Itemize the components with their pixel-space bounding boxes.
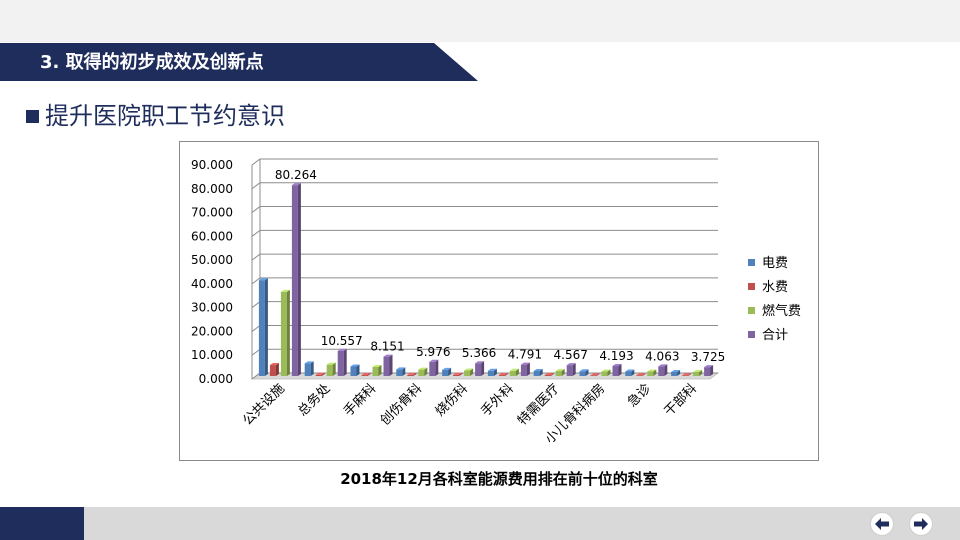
bar-3-10 xyxy=(693,369,703,376)
prev-slide-button[interactable] xyxy=(870,512,894,536)
bar-1-1 xyxy=(258,278,268,376)
data-label: 5.366 xyxy=(462,346,496,360)
x-tick-label: 烧伤科 xyxy=(433,381,471,419)
y-tick-label: 80.000 xyxy=(191,182,233,196)
footer-band xyxy=(0,507,960,540)
slide-title: 3. 取得的初步成效及创新点 xyxy=(40,52,264,73)
bar-1-4 xyxy=(396,367,406,376)
bar-3-7 xyxy=(555,369,565,376)
x-tick-label: 公共设施 xyxy=(240,381,287,428)
y-tick-label: 90.000 xyxy=(191,158,233,172)
bar-2-5 xyxy=(453,372,463,376)
y-tick-label: 60.000 xyxy=(191,229,233,243)
bar-4-8 xyxy=(612,364,622,376)
data-label: 4.791 xyxy=(508,348,542,362)
y-tick-label: 70.000 xyxy=(191,206,233,220)
bar-3-9 xyxy=(647,369,657,376)
bar-2-4 xyxy=(407,372,417,376)
bar-3-2 xyxy=(326,362,336,376)
bar-4-5 xyxy=(475,361,485,376)
bar-3-4 xyxy=(418,367,428,376)
x-tick-label: 创伤骨科 xyxy=(378,381,425,428)
bar-2-7 xyxy=(544,373,554,376)
bullet-square-icon xyxy=(26,109,39,123)
bar-4-1 xyxy=(291,183,301,376)
bar-4-7 xyxy=(566,363,576,376)
data-label: 4.567 xyxy=(554,348,588,362)
bar-4-2 xyxy=(337,348,347,376)
bar-2-3 xyxy=(361,373,371,376)
legend-swatch xyxy=(748,307,755,314)
x-tick-label: 手外科 xyxy=(479,381,517,419)
subheading-text: 提升医院职工节约意识 xyxy=(45,102,285,130)
x-tick-label: 急诊 xyxy=(625,381,654,410)
bar-2-6 xyxy=(498,373,508,376)
bar-1-9 xyxy=(625,369,635,376)
x-tick-label: 特需医疗 xyxy=(515,381,562,428)
data-label: 4.193 xyxy=(599,349,633,363)
bar-1-6 xyxy=(487,368,497,376)
y-tick-label: 50.000 xyxy=(191,253,233,267)
arrow-left-icon xyxy=(875,518,889,530)
data-label: 8.151 xyxy=(370,340,404,354)
bar-2-1 xyxy=(269,363,279,376)
data-label: 10.557 xyxy=(321,334,363,348)
arrow-right-icon xyxy=(914,518,928,530)
legend-swatch xyxy=(748,259,755,266)
y-tick-label: 10.000 xyxy=(191,348,233,362)
bar-1-7 xyxy=(533,369,543,376)
bar-1-2 xyxy=(304,361,314,376)
title-bar xyxy=(0,43,478,81)
data-label: 80.264 xyxy=(275,168,317,182)
bar-1-10 xyxy=(671,369,681,376)
bar-1-3 xyxy=(350,364,360,376)
data-label: 5.976 xyxy=(416,345,450,359)
bar-4-10 xyxy=(704,365,714,376)
bar-1-5 xyxy=(442,367,452,376)
legend-label: 合计 xyxy=(762,328,788,343)
bar-2-9 xyxy=(636,373,646,376)
bar-2-10 xyxy=(682,373,692,376)
bar-3-8 xyxy=(601,369,611,376)
y-tick-label: 0.000 xyxy=(199,372,233,386)
x-tick-label: 手麻科 xyxy=(341,381,379,419)
bar-3-6 xyxy=(509,368,519,376)
header-band xyxy=(0,0,960,42)
bar-4-3 xyxy=(383,354,393,376)
bar-3-3 xyxy=(372,364,382,376)
data-label: 3.725 xyxy=(691,350,725,364)
chart-caption: 2018年12月各科室能源费用排在前十位的科室 xyxy=(340,470,658,488)
plot-back-wall xyxy=(260,159,718,373)
legend-label: 水费 xyxy=(762,280,788,295)
legend-label: 电费 xyxy=(762,256,788,271)
subheading: 提升医院职工节约意识 xyxy=(26,100,285,132)
footer-accent xyxy=(0,507,84,540)
data-label: 4.063 xyxy=(645,349,679,363)
bar-2-2 xyxy=(315,372,325,376)
bar-1-8 xyxy=(579,369,589,376)
x-tick-label: 总务处 xyxy=(295,381,334,420)
bar-3-1 xyxy=(280,289,290,376)
bar-3-5 xyxy=(464,368,474,376)
y-tick-label: 40.000 xyxy=(191,277,233,291)
bar-4-4 xyxy=(429,359,439,376)
x-tick-label: 干部科 xyxy=(662,381,700,419)
bar-chart: 0.000 10.000 20.000 30.000 40.000 50.000 60.00… xyxy=(191,158,801,447)
legend-swatch xyxy=(748,283,755,290)
next-slide-button[interactable] xyxy=(909,512,933,536)
legend-swatch xyxy=(748,331,755,338)
bar-4-6 xyxy=(520,362,530,376)
bar-2-8 xyxy=(590,373,600,376)
y-tick-label: 30.000 xyxy=(191,301,233,315)
y-tick-label: 20.000 xyxy=(191,324,233,338)
bar-4-9 xyxy=(658,364,668,376)
chart-frame: 0.000 10.000 20.000 30.000 40.000 50.000 60.00… xyxy=(179,141,819,461)
legend-label: 燃气费 xyxy=(762,303,801,319)
